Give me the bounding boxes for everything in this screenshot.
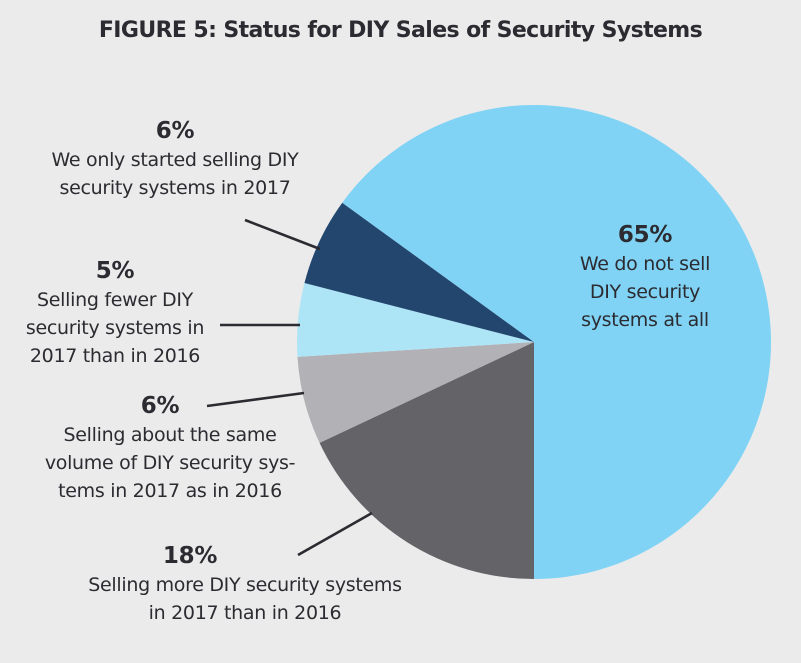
slice-not-selling [342,104,771,579]
slice-selling-fewer [297,283,534,357]
slice-selling-more [319,342,534,579]
chart-title: FIGURE 5: Status for DIY Sales of Securi… [98,18,703,43]
pct-not-selling: 65% [617,222,673,248]
leader-line-same [206,391,305,408]
label-selling-more: 18% Selling more DIY security systems in… [60,541,430,627]
label-selling-fewer: 5% Selling fewer DIY security systems in… [10,256,220,370]
label-same-volume: 6% Selling about the same volume of DIY … [20,391,320,505]
pct-selling-fewer: 5% [95,258,135,284]
label-started-2017: 6% We only started selling DIY security … [25,116,325,202]
pct-same-volume: 6% [140,393,180,419]
pct-started-2017: 6% [155,118,195,144]
slice-started-2017 [304,202,534,342]
leader-line-more [297,511,373,557]
leader-lines [206,218,373,557]
slice-same-volume [297,342,534,443]
pie-slices [297,104,771,579]
label-not-selling: 65% We do not sell DIY security systems … [545,220,745,334]
pct-selling-more: 18% [162,543,218,569]
leader-line-started-2017 [244,218,321,251]
